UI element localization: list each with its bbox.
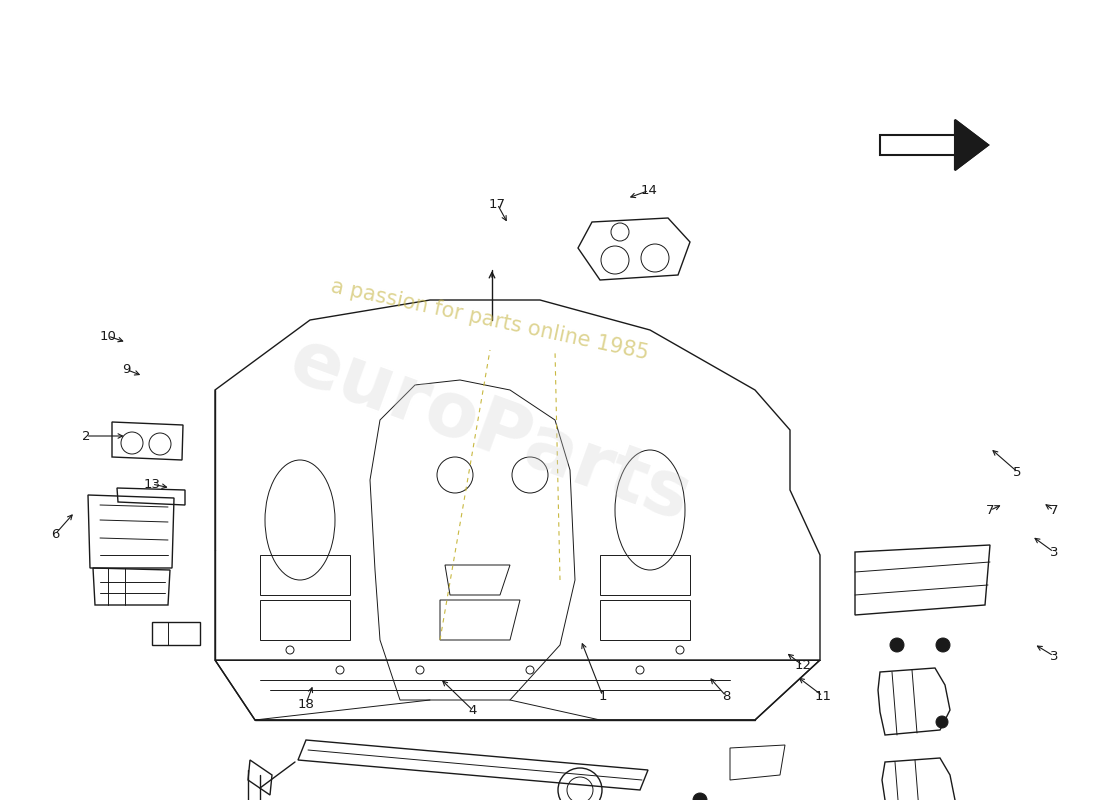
Text: euroParts: euroParts bbox=[279, 323, 701, 537]
Circle shape bbox=[936, 716, 948, 728]
Text: 14: 14 bbox=[640, 184, 658, 197]
Text: 3: 3 bbox=[1049, 546, 1058, 558]
Text: 9: 9 bbox=[122, 363, 131, 376]
Text: 11: 11 bbox=[814, 690, 832, 702]
Text: a passion for parts online 1985: a passion for parts online 1985 bbox=[329, 277, 651, 363]
Polygon shape bbox=[880, 120, 988, 170]
Circle shape bbox=[693, 793, 707, 800]
Text: 3: 3 bbox=[1049, 650, 1058, 662]
Text: 17: 17 bbox=[488, 198, 506, 210]
Text: 8: 8 bbox=[722, 690, 730, 702]
Text: 4: 4 bbox=[469, 704, 477, 717]
Text: 6: 6 bbox=[51, 528, 59, 541]
Text: 10: 10 bbox=[99, 330, 117, 342]
Text: 1: 1 bbox=[598, 690, 607, 702]
Polygon shape bbox=[955, 120, 988, 170]
Circle shape bbox=[936, 638, 950, 652]
Text: 18: 18 bbox=[297, 698, 315, 710]
Text: 13: 13 bbox=[143, 478, 161, 490]
Text: 5: 5 bbox=[1013, 466, 1022, 478]
Text: 7: 7 bbox=[986, 504, 994, 517]
Text: 7: 7 bbox=[1049, 504, 1058, 517]
Circle shape bbox=[890, 638, 904, 652]
Text: 2: 2 bbox=[81, 430, 90, 442]
Text: 12: 12 bbox=[794, 659, 812, 672]
